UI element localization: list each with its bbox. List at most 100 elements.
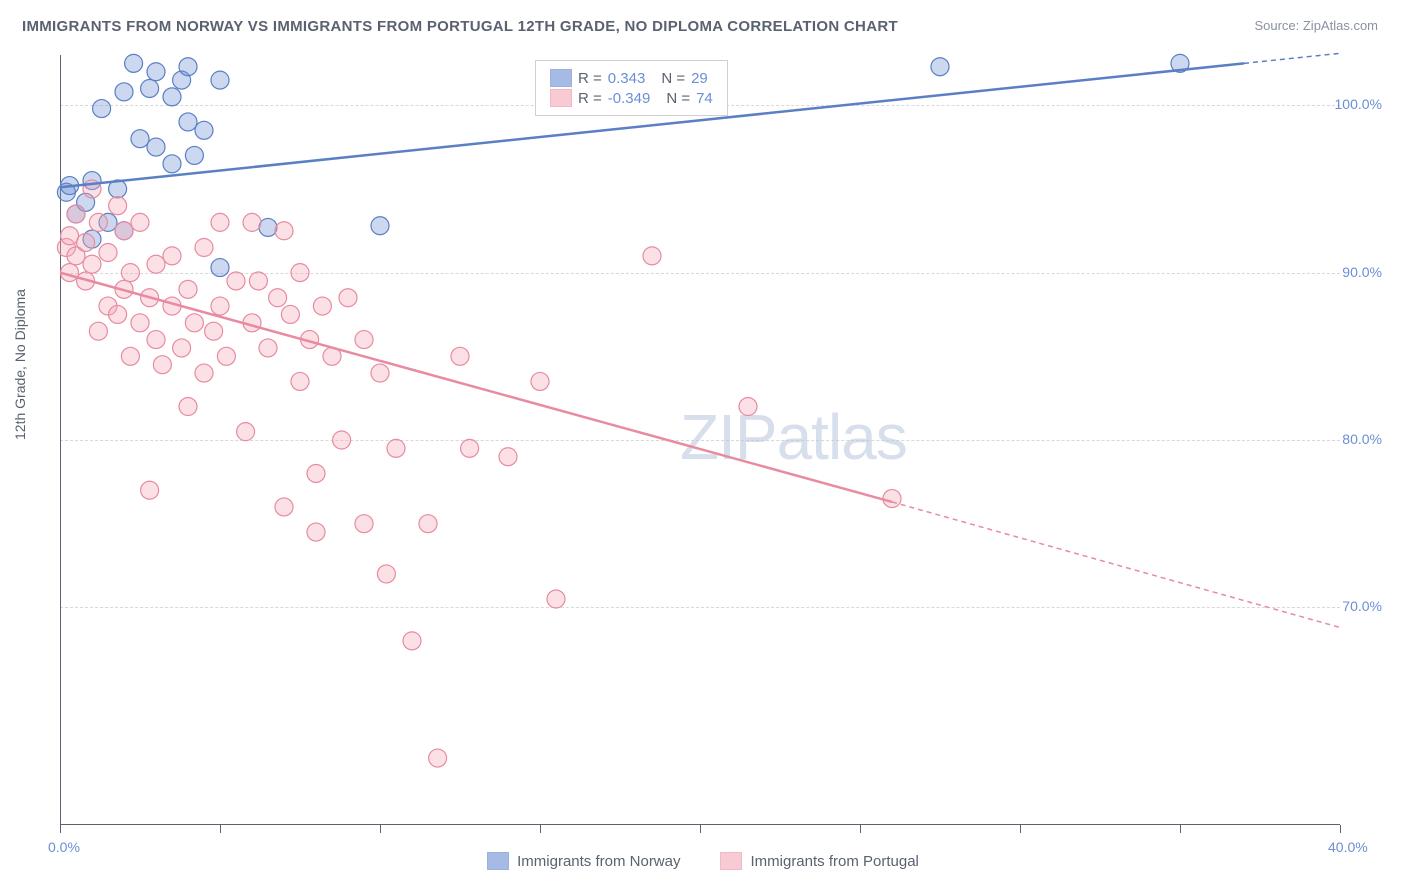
scatter-point [547,590,565,608]
scatter-point [141,79,159,97]
scatter-point [275,498,293,516]
scatter-point [339,289,357,307]
y-tick-label: 80.0% [1342,431,1382,447]
scatter-point [93,100,111,118]
scatter-point [531,372,549,390]
scatter-point [195,364,213,382]
scatter-point [109,305,127,323]
scatter-point [355,515,373,533]
scatter-point [115,83,133,101]
scatter-point [163,155,181,173]
legend-r-label: R = [578,70,602,87]
scatter-point [163,247,181,265]
y-axis-label: 12th Grade, No Diploma [12,289,28,440]
scatter-point [195,239,213,257]
swatch-portugal [720,852,742,870]
scatter-point [147,331,165,349]
legend-row-portugal: R = -0.349 N = 74 [550,89,713,107]
scatter-point [281,305,299,323]
scatter-point [931,58,949,76]
scatter-point [269,289,287,307]
series-legend: Immigrants from Norway Immigrants from P… [0,852,1406,870]
trend-line-extrapolated [892,502,1340,628]
chart-title: IMMIGRANTS FROM NORWAY VS IMMIGRANTS FRO… [22,18,898,35]
scatter-point [371,217,389,235]
x-tick [1020,825,1021,833]
scatter-point [61,227,79,245]
scatter-point [377,565,395,583]
scatter-point [67,205,85,223]
scatter-point [131,130,149,148]
legend-r-label: R = [578,90,602,107]
trend-line-extrapolated [1244,53,1340,63]
legend-n-label: N = [666,90,690,107]
scatter-point [451,347,469,365]
scatter-point [313,297,331,315]
scatter-point [185,314,203,332]
scatter-point [883,490,901,508]
scatter-point [275,222,293,240]
scatter-point [121,347,139,365]
scatter-point [195,121,213,139]
scatter-point [147,138,165,156]
scatter-point [205,322,223,340]
scatter-point [249,272,267,290]
scatter-point [227,272,245,290]
x-tick [540,825,541,833]
legend-n-value: 74 [696,90,713,107]
scatter-point [153,356,171,374]
legend-item-norway: Immigrants from Norway [487,852,680,870]
scatter-point [99,244,117,262]
scatter-point [179,113,197,131]
scatter-point [141,481,159,499]
y-tick-label: 100.0% [1335,96,1382,112]
scatter-point [131,213,149,231]
scatter-point [163,88,181,106]
scatter-point [77,233,95,251]
correlation-legend: R = 0.343 N = 29 R = -0.349 N = 74 [535,60,728,116]
scatter-point [185,146,203,164]
scatter-point [371,364,389,382]
x-tick [700,825,701,833]
scatter-point [499,448,517,466]
scatter-point [121,264,139,282]
legend-label: Immigrants from Norway [517,853,680,870]
scatter-point [739,398,757,416]
scatter-point [307,464,325,482]
scatter-point [109,197,127,215]
scatter-point [259,339,277,357]
scatter-point [147,255,165,273]
scatter-point [237,423,255,441]
scatter-point [131,314,149,332]
legend-n-label: N = [661,70,685,87]
scatter-point [173,339,191,357]
scatter-point [179,398,197,416]
legend-r-value: 0.343 [608,70,646,87]
scatter-plot-svg [60,55,1340,825]
scatter-point [333,431,351,449]
legend-n-value: 29 [691,70,708,87]
legend-r-value: -0.349 [608,90,651,107]
scatter-point [387,439,405,457]
scatter-point [115,222,133,240]
x-tick [380,825,381,833]
x-tick [860,825,861,833]
y-tick-label: 70.0% [1342,598,1382,614]
scatter-point [355,331,373,349]
legend-row-norway: R = 0.343 N = 29 [550,69,713,87]
scatter-point [211,71,229,89]
scatter-point [125,54,143,72]
scatter-point [211,297,229,315]
scatter-point [461,439,479,457]
source-attribution: Source: ZipAtlas.com [1254,18,1378,33]
scatter-point [179,280,197,298]
scatter-point [179,58,197,76]
scatter-point [259,218,277,236]
trend-line [60,273,892,502]
scatter-point [403,632,421,650]
swatch-norway [550,69,572,87]
x-tick [220,825,221,833]
x-tick [1340,825,1341,833]
scatter-point [419,515,437,533]
scatter-point [291,372,309,390]
